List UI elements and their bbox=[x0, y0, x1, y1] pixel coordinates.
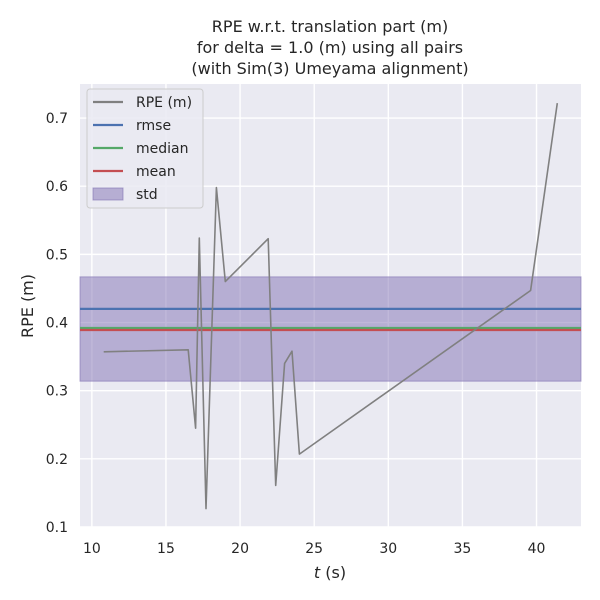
legend-label: RPE (m) bbox=[136, 95, 192, 111]
x-tick-label: 30 bbox=[379, 541, 397, 557]
x-tick-labels: 10 15 20 25 30 35 40 bbox=[83, 541, 546, 557]
x-tick-label: 40 bbox=[528, 541, 546, 557]
rpe-series bbox=[103, 102, 559, 510]
y-tick-label: 0.6 bbox=[46, 179, 68, 195]
legend-box bbox=[86, 88, 204, 209]
legend-label: std bbox=[136, 187, 158, 203]
legend-label: mean bbox=[136, 164, 176, 180]
x-axis-label: t (s) bbox=[314, 563, 346, 582]
title-line-2: for delta = 1.0 (m) using all pairs bbox=[197, 38, 463, 57]
y-tick-label: 0.4 bbox=[46, 316, 68, 332]
legend-label: median bbox=[136, 141, 188, 157]
y-axis-label: RPE (m) bbox=[18, 274, 37, 338]
y-tick-label: 0.7 bbox=[46, 111, 68, 127]
y-tick-label: 0.1 bbox=[46, 520, 68, 536]
rpe-line bbox=[103, 102, 559, 510]
y-tick-label: 0.2 bbox=[46, 452, 68, 468]
x-tick-label: 20 bbox=[231, 541, 249, 557]
title-line-1: RPE w.r.t. translation part (m) bbox=[212, 17, 448, 36]
legend-label: rmse bbox=[136, 118, 171, 134]
x-axis-label-variable: t bbox=[314, 563, 321, 582]
y-tick-label: 0.5 bbox=[46, 247, 68, 263]
legend-swatch-std bbox=[92, 187, 124, 201]
x-tick-label: 35 bbox=[454, 541, 472, 557]
x-tick-label: 10 bbox=[83, 541, 101, 557]
x-axis-label-unit: (s) bbox=[320, 563, 346, 582]
legend: RPE (m) rmse median mean std bbox=[86, 88, 204, 209]
chart-title: RPE w.r.t. translation part (m) for delt… bbox=[191, 17, 468, 78]
x-tick-label: 15 bbox=[157, 541, 175, 557]
y-tick-label: 0.3 bbox=[46, 384, 68, 400]
x-tick-label: 25 bbox=[305, 541, 323, 557]
stat-lines bbox=[80, 307, 581, 332]
title-line-3: (with Sim(3) Umeyama alignment) bbox=[191, 59, 468, 78]
y-tick-labels: 0.1 0.2 0.3 0.4 0.5 0.6 0.7 bbox=[46, 111, 68, 536]
